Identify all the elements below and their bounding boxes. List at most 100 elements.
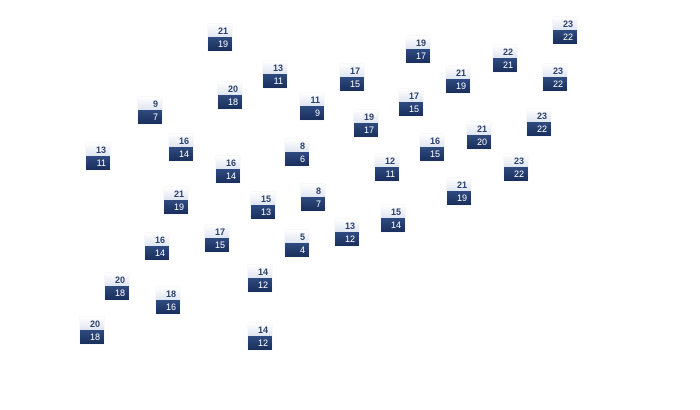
node-top-value: 12 (375, 154, 399, 167)
node-bottom-value: 13 (251, 205, 275, 219)
node[interactable]: 21 19 (447, 178, 471, 205)
node[interactable]: 16 15 (420, 134, 444, 161)
node-bottom-value: 19 (446, 79, 470, 93)
node-bottom-value: 11 (86, 156, 110, 170)
node[interactable]: 17 15 (340, 64, 364, 91)
node-top-value: 15 (381, 205, 405, 218)
node-bottom-value: 19 (164, 200, 188, 214)
node-top-value: 11 (300, 93, 324, 106)
node-top-value: 17 (399, 89, 423, 102)
node-bottom-value: 12 (335, 232, 359, 246)
node[interactable]: 12 11 (375, 154, 399, 181)
node-top-value: 20 (105, 273, 129, 286)
node-top-value: 23 (527, 109, 551, 122)
node-top-value: 19 (354, 110, 378, 123)
node[interactable]: 15 14 (381, 205, 405, 232)
node-bottom-value: 14 (381, 218, 405, 232)
node-top-value: 8 (301, 184, 325, 197)
node-top-value: 16 (145, 233, 169, 246)
node-top-value: 13 (263, 61, 287, 74)
node-top-value: 20 (80, 317, 104, 330)
node[interactable]: 21 19 (164, 187, 188, 214)
node-bottom-value: 7 (138, 110, 162, 124)
node-top-value: 16 (169, 134, 193, 147)
node-top-value: 21 (447, 178, 471, 191)
node[interactable]: 20 18 (105, 273, 129, 300)
node-top-value: 23 (504, 154, 528, 167)
node-top-value: 16 (216, 156, 240, 169)
node-bottom-value: 12 (248, 336, 272, 350)
node[interactable]: 13 11 (263, 61, 287, 88)
node[interactable]: 16 14 (216, 156, 240, 183)
node[interactable]: 23 22 (527, 109, 551, 136)
node[interactable]: 16 14 (145, 233, 169, 260)
node-bottom-value: 14 (169, 147, 193, 161)
node-bottom-value: 4 (285, 243, 309, 257)
node-bottom-value: 22 (504, 167, 528, 181)
node[interactable]: 19 17 (406, 36, 430, 63)
node-bottom-value: 7 (301, 197, 325, 211)
node[interactable]: 14 12 (248, 323, 272, 350)
node[interactable]: 16 14 (169, 134, 193, 161)
node-bottom-value: 15 (420, 147, 444, 161)
node-bottom-value: 15 (399, 102, 423, 116)
node-bottom-value: 22 (553, 30, 577, 44)
node[interactable]: 23 22 (553, 17, 577, 44)
node-top-value: 15 (251, 192, 275, 205)
node-top-value: 21 (467, 122, 491, 135)
node-bottom-value: 11 (263, 74, 287, 88)
node-bottom-value: 22 (543, 77, 567, 91)
node-top-value: 17 (340, 64, 364, 77)
node-top-value: 22 (493, 45, 517, 58)
node-top-value: 5 (285, 230, 309, 243)
node[interactable]: 18 16 (156, 287, 180, 314)
node-top-value: 19 (406, 36, 430, 49)
node-bottom-value: 18 (218, 95, 242, 109)
node-bottom-value: 15 (205, 238, 229, 252)
node-top-value: 14 (248, 323, 272, 336)
node-bottom-value: 12 (248, 278, 272, 292)
node-top-value: 23 (553, 17, 577, 30)
node[interactable]: 15 13 (251, 192, 275, 219)
node-bottom-value: 17 (406, 49, 430, 63)
node-top-value: 14 (248, 265, 272, 278)
node-bottom-value: 21 (493, 58, 517, 72)
node-top-value: 21 (164, 187, 188, 200)
node-bottom-value: 17 (354, 123, 378, 137)
node-top-value: 13 (335, 219, 359, 232)
node[interactable]: 20 18 (80, 317, 104, 344)
node-bottom-value: 16 (156, 300, 180, 314)
node-bottom-value: 11 (375, 167, 399, 181)
node[interactable]: 23 22 (543, 64, 567, 91)
node-top-value: 20 (218, 82, 242, 95)
node-top-value: 9 (138, 97, 162, 110)
node[interactable]: 14 12 (248, 265, 272, 292)
node[interactable]: 23 22 (504, 154, 528, 181)
node[interactable]: 21 20 (467, 122, 491, 149)
node-top-value: 16 (420, 134, 444, 147)
node[interactable]: 21 19 (446, 66, 470, 93)
node[interactable]: 17 15 (205, 225, 229, 252)
node-bottom-value: 18 (105, 286, 129, 300)
node-bottom-value: 20 (467, 135, 491, 149)
node[interactable]: 17 15 (399, 89, 423, 116)
node[interactable]: 13 11 (86, 143, 110, 170)
node-bottom-value: 15 (340, 77, 364, 91)
node[interactable]: 21 19 (208, 24, 232, 51)
node[interactable]: 22 21 (493, 45, 517, 72)
node-top-value: 8 (285, 139, 309, 152)
node[interactable]: 19 17 (354, 110, 378, 137)
node-top-value: 17 (205, 225, 229, 238)
node[interactable]: 11 9 (300, 93, 324, 120)
node[interactable]: 13 12 (335, 219, 359, 246)
node-bottom-value: 19 (447, 191, 471, 205)
node-top-value: 23 (543, 64, 567, 77)
node-top-value: 21 (208, 24, 232, 37)
node-bottom-value: 9 (300, 106, 324, 120)
node[interactable]: 20 18 (218, 82, 242, 109)
node-bottom-value: 18 (80, 330, 104, 344)
